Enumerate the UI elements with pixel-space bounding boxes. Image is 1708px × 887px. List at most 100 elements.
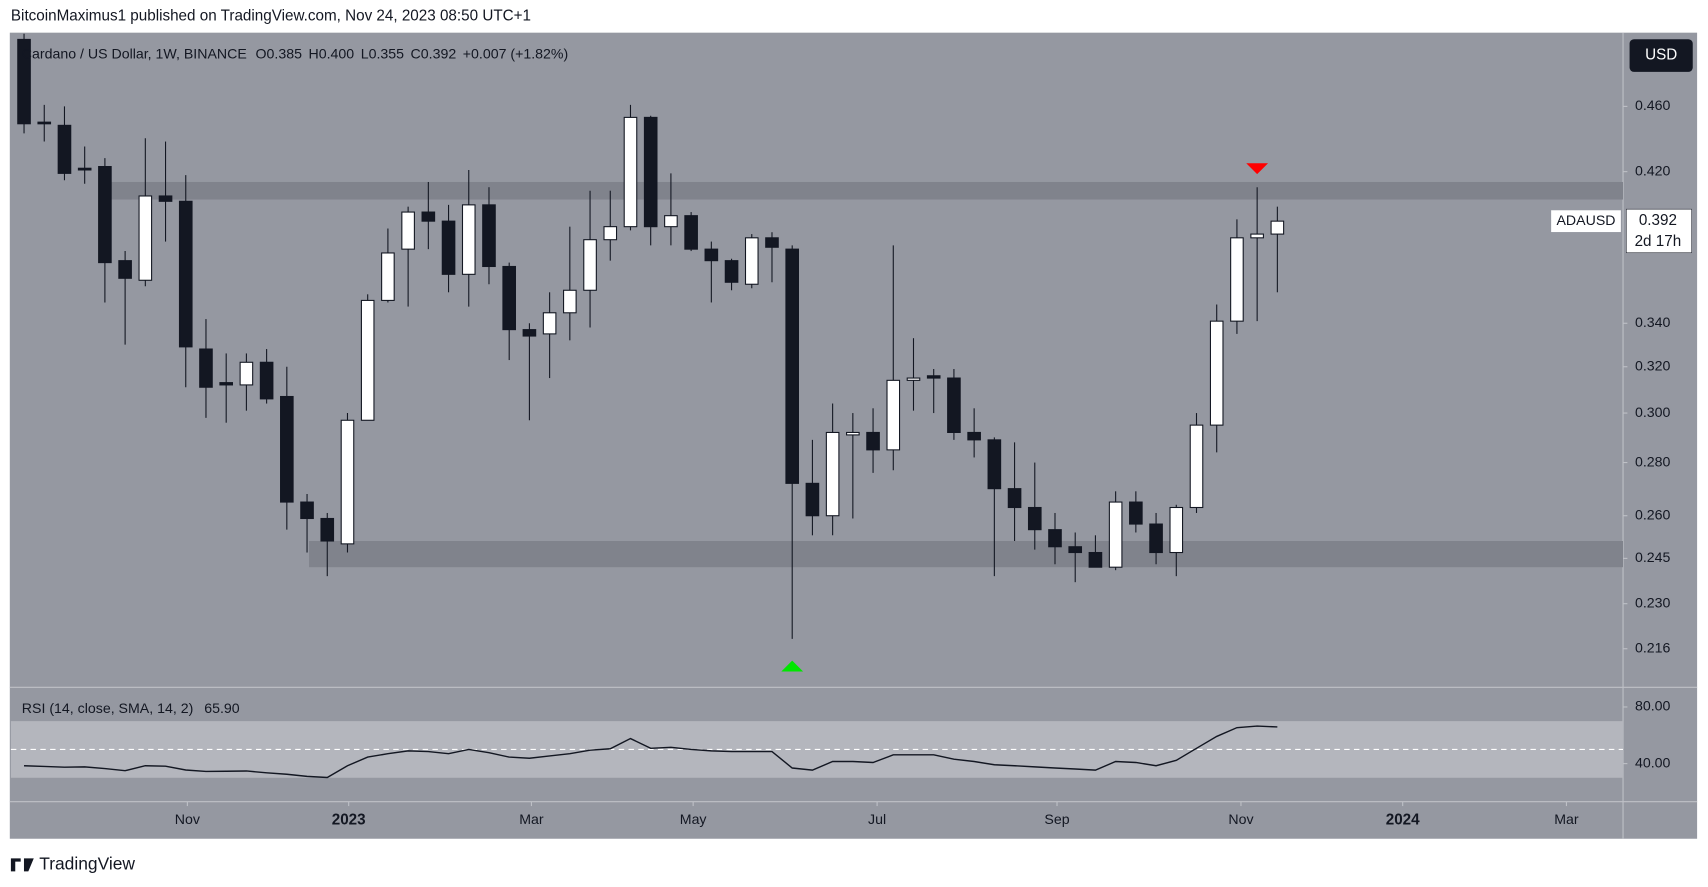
candle-body	[744, 237, 759, 285]
candle-body	[360, 299, 375, 421]
signal-marker	[1246, 163, 1269, 175]
candle-body	[1270, 220, 1285, 235]
x-tick-label: 2023	[332, 811, 366, 828]
zone	[309, 541, 1624, 568]
plot	[17, 33, 1285, 672]
rsi-legend: RSI (14, close, SMA, 14, 2) 65.90	[22, 701, 240, 717]
y-tick-label: 0.216	[1635, 640, 1671, 656]
candle-body	[846, 431, 860, 436]
footer-brand: TradingView	[39, 853, 135, 873]
candle-body	[158, 195, 173, 202]
candle-body	[947, 377, 961, 433]
y-tick-label: 0.230	[1635, 595, 1671, 611]
candle-body	[866, 431, 880, 451]
x-tick-label: Sep	[1044, 812, 1069, 828]
candle-body	[664, 215, 678, 228]
candle-body	[320, 517, 335, 542]
candle-body	[704, 248, 719, 262]
chart-frame	[9, 32, 1698, 839]
candle-body	[805, 482, 820, 517]
candle-body	[785, 248, 800, 484]
candle-body	[118, 260, 132, 279]
candle-body	[1088, 551, 1103, 568]
attribution: BitcoinMaximus1 published on TradingView…	[11, 7, 531, 24]
candle-body	[138, 195, 153, 281]
candle-body	[37, 121, 52, 125]
legend: Cardano / US Dollar, 1W, BINANCE O0.385 H0…	[22, 46, 568, 62]
candle-body	[987, 439, 1002, 490]
candle-body	[1250, 233, 1264, 239]
candle-body	[381, 252, 395, 301]
candle-body	[765, 237, 779, 248]
x-tick-label: 2024	[1386, 811, 1420, 828]
candle-body	[1108, 501, 1123, 568]
candle-body	[926, 375, 941, 379]
candle-body	[239, 361, 254, 386]
candle-body	[886, 379, 901, 451]
legend-value: 0.385	[267, 46, 303, 62]
candle-body	[1068, 546, 1083, 554]
x-tick-label: Nov	[175, 812, 201, 828]
axes: 0.460 0.420 0.340 0.320 0.300 0.280 0.260 0.245…	[175, 98, 1671, 828]
symbol-tag	[1551, 210, 1621, 233]
candle-body	[178, 200, 193, 348]
candle-body	[1169, 506, 1184, 554]
candle-body	[300, 501, 314, 520]
rsi-line	[24, 725, 1278, 779]
candle-body	[340, 419, 355, 545]
currency-button[interactable]	[1629, 39, 1693, 72]
y-tick-label: 80.00	[1635, 699, 1671, 715]
candle-body	[461, 204, 476, 275]
countdown: 2d 17h	[1635, 233, 1682, 250]
candle-body	[643, 116, 658, 228]
rsi-title: RSI (14, close, SMA, 14, 2)	[22, 701, 194, 717]
candle-body	[563, 289, 577, 314]
rsi-value: 65.90	[204, 701, 240, 717]
y-tick-label: 0.320	[1635, 358, 1671, 374]
legend-title: Cardano / US Dollar, 1W, BINANCE	[22, 46, 247, 62]
candle-body	[1129, 501, 1143, 525]
candle-body	[77, 167, 92, 171]
legend-change: +0.007 (+1.82%)	[463, 46, 568, 62]
candle-body	[1209, 320, 1224, 426]
candle-body	[825, 431, 840, 517]
candle-body	[967, 431, 981, 441]
candle-body	[421, 211, 436, 222]
y-tick-label: 0.340	[1635, 315, 1671, 331]
candle-body	[623, 116, 638, 228]
legend-key: C	[411, 46, 421, 62]
candle-body	[1230, 237, 1244, 322]
candle-body	[684, 215, 698, 250]
y-tick-label: 0.460	[1635, 98, 1671, 114]
candle-body	[603, 226, 618, 241]
rsi-background	[10, 721, 1624, 778]
candle-body	[98, 166, 112, 264]
symbol-label: ADAUSD	[1556, 213, 1615, 229]
rsi-pane	[24, 725, 1278, 779]
candle-body	[502, 265, 517, 331]
x-tick-label: Nov	[1228, 812, 1254, 828]
zones	[108, 181, 1624, 568]
last-price: 0.392	[1639, 212, 1677, 229]
logo	[10, 858, 34, 872]
legend-key: O	[256, 46, 267, 62]
candle-body	[482, 204, 496, 268]
currency-label[interactable]: USD	[1645, 47, 1677, 64]
y-tick-label: 0.260	[1635, 507, 1671, 523]
candle-body	[724, 260, 739, 283]
candle-body	[1027, 506, 1042, 531]
x-tick-label: Jul	[868, 812, 886, 828]
candle-body	[1189, 424, 1204, 509]
last-price-tag	[1626, 208, 1692, 254]
candle-body	[280, 395, 294, 503]
candle-body	[259, 361, 274, 400]
x-tick-label: Mar	[1554, 812, 1579, 828]
candle-body	[906, 377, 921, 381]
legend-key: L	[361, 46, 369, 62]
candle-body	[401, 211, 415, 250]
legend-value: 0.392	[421, 46, 457, 62]
y-tick-label: 0.420	[1635, 163, 1671, 179]
legend-value: 0.400	[319, 46, 355, 62]
